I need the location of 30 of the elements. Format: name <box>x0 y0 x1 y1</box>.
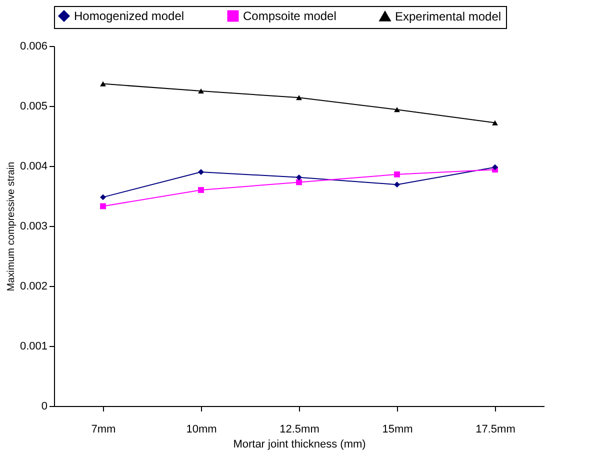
point <box>492 120 498 126</box>
y-tick-label: 0.001 <box>20 340 48 352</box>
legend-label: Homogenized model <box>74 9 184 23</box>
point <box>296 174 302 180</box>
point <box>198 187 204 193</box>
y-tick-label: 0.002 <box>20 280 48 292</box>
point <box>296 179 302 186</box>
point <box>394 171 400 178</box>
y-tick-label: 0 <box>41 400 48 412</box>
point <box>100 194 106 200</box>
legend-label: Experimental model <box>395 9 502 24</box>
y-tick-label: 0.004 <box>20 160 48 172</box>
point <box>296 95 302 100</box>
y-tick-label: 0.003 <box>20 220 48 232</box>
x-tick-label: 12.5mm <box>280 424 320 436</box>
point <box>394 107 400 112</box>
point <box>100 81 106 86</box>
y-axis-title: Maximum compressive strain <box>6 162 17 292</box>
point <box>394 182 400 188</box>
x-tick-label: 17.5mm <box>476 424 516 436</box>
x-tick-label: 15mm <box>382 424 413 436</box>
x-tick-label: 10mm <box>186 424 217 436</box>
y-tick-label: 0.005 <box>20 100 48 112</box>
point <box>100 203 106 210</box>
point <box>198 88 204 94</box>
x-axis-title: Mortar joint thickness (mm) <box>233 438 366 450</box>
y-tick-label: 0.006 <box>20 40 48 52</box>
x-tick-label: 7mm <box>91 424 116 436</box>
point <box>492 164 498 170</box>
legend-label: Compsoite model <box>243 9 336 23</box>
